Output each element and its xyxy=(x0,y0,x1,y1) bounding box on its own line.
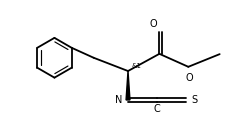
Text: C: C xyxy=(154,104,160,114)
Polygon shape xyxy=(126,71,130,100)
Text: &1: &1 xyxy=(132,63,142,69)
Text: N: N xyxy=(115,95,122,105)
Text: O: O xyxy=(150,19,157,29)
Text: S: S xyxy=(191,95,198,105)
Text: O: O xyxy=(186,73,193,83)
